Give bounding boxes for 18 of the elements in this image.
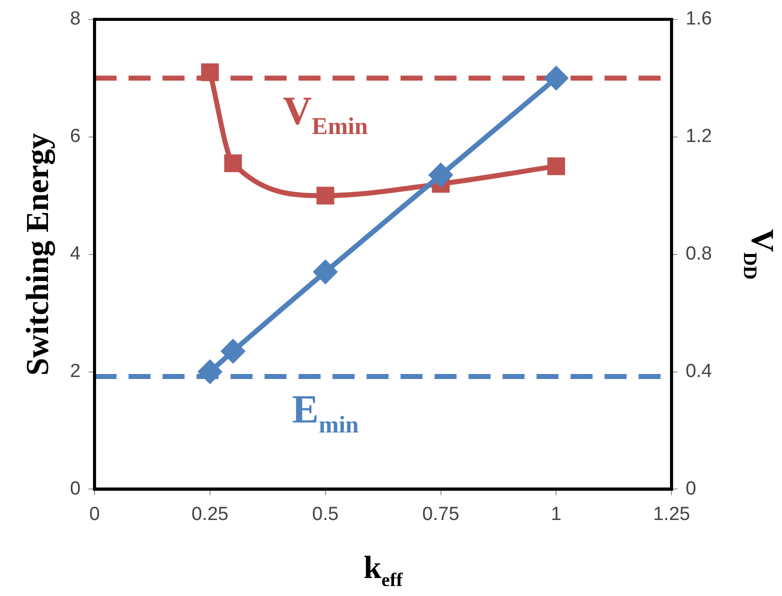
y-tick-label: 6: [70, 126, 81, 148]
y2-tick-label: 0: [686, 478, 696, 500]
x-tick-label: 1.25: [653, 504, 690, 525]
y2-tick-label: 0.4: [686, 360, 712, 382]
y2-tick-label: 0.8: [686, 244, 712, 265]
x-tick-label: 0.75: [422, 504, 460, 525]
y-tick-label: 2: [70, 360, 81, 382]
y2-tick-label: 1.2: [686, 126, 712, 148]
y2-tick-label: 1.6: [686, 8, 712, 30]
y-tick-label: 8: [70, 8, 81, 30]
x-tick-label: 0: [89, 504, 100, 525]
x-tick-label: 1: [550, 504, 562, 525]
y-tick-label: 0: [70, 478, 81, 500]
y-tick-label: 4: [70, 244, 81, 265]
x-tick-label: 0.5: [312, 504, 339, 525]
y-axis-title: Switching Energy: [19, 132, 56, 376]
x-tick-label: 0.25: [191, 504, 228, 525]
y2-axis-title: VDD: [739, 229, 781, 280]
